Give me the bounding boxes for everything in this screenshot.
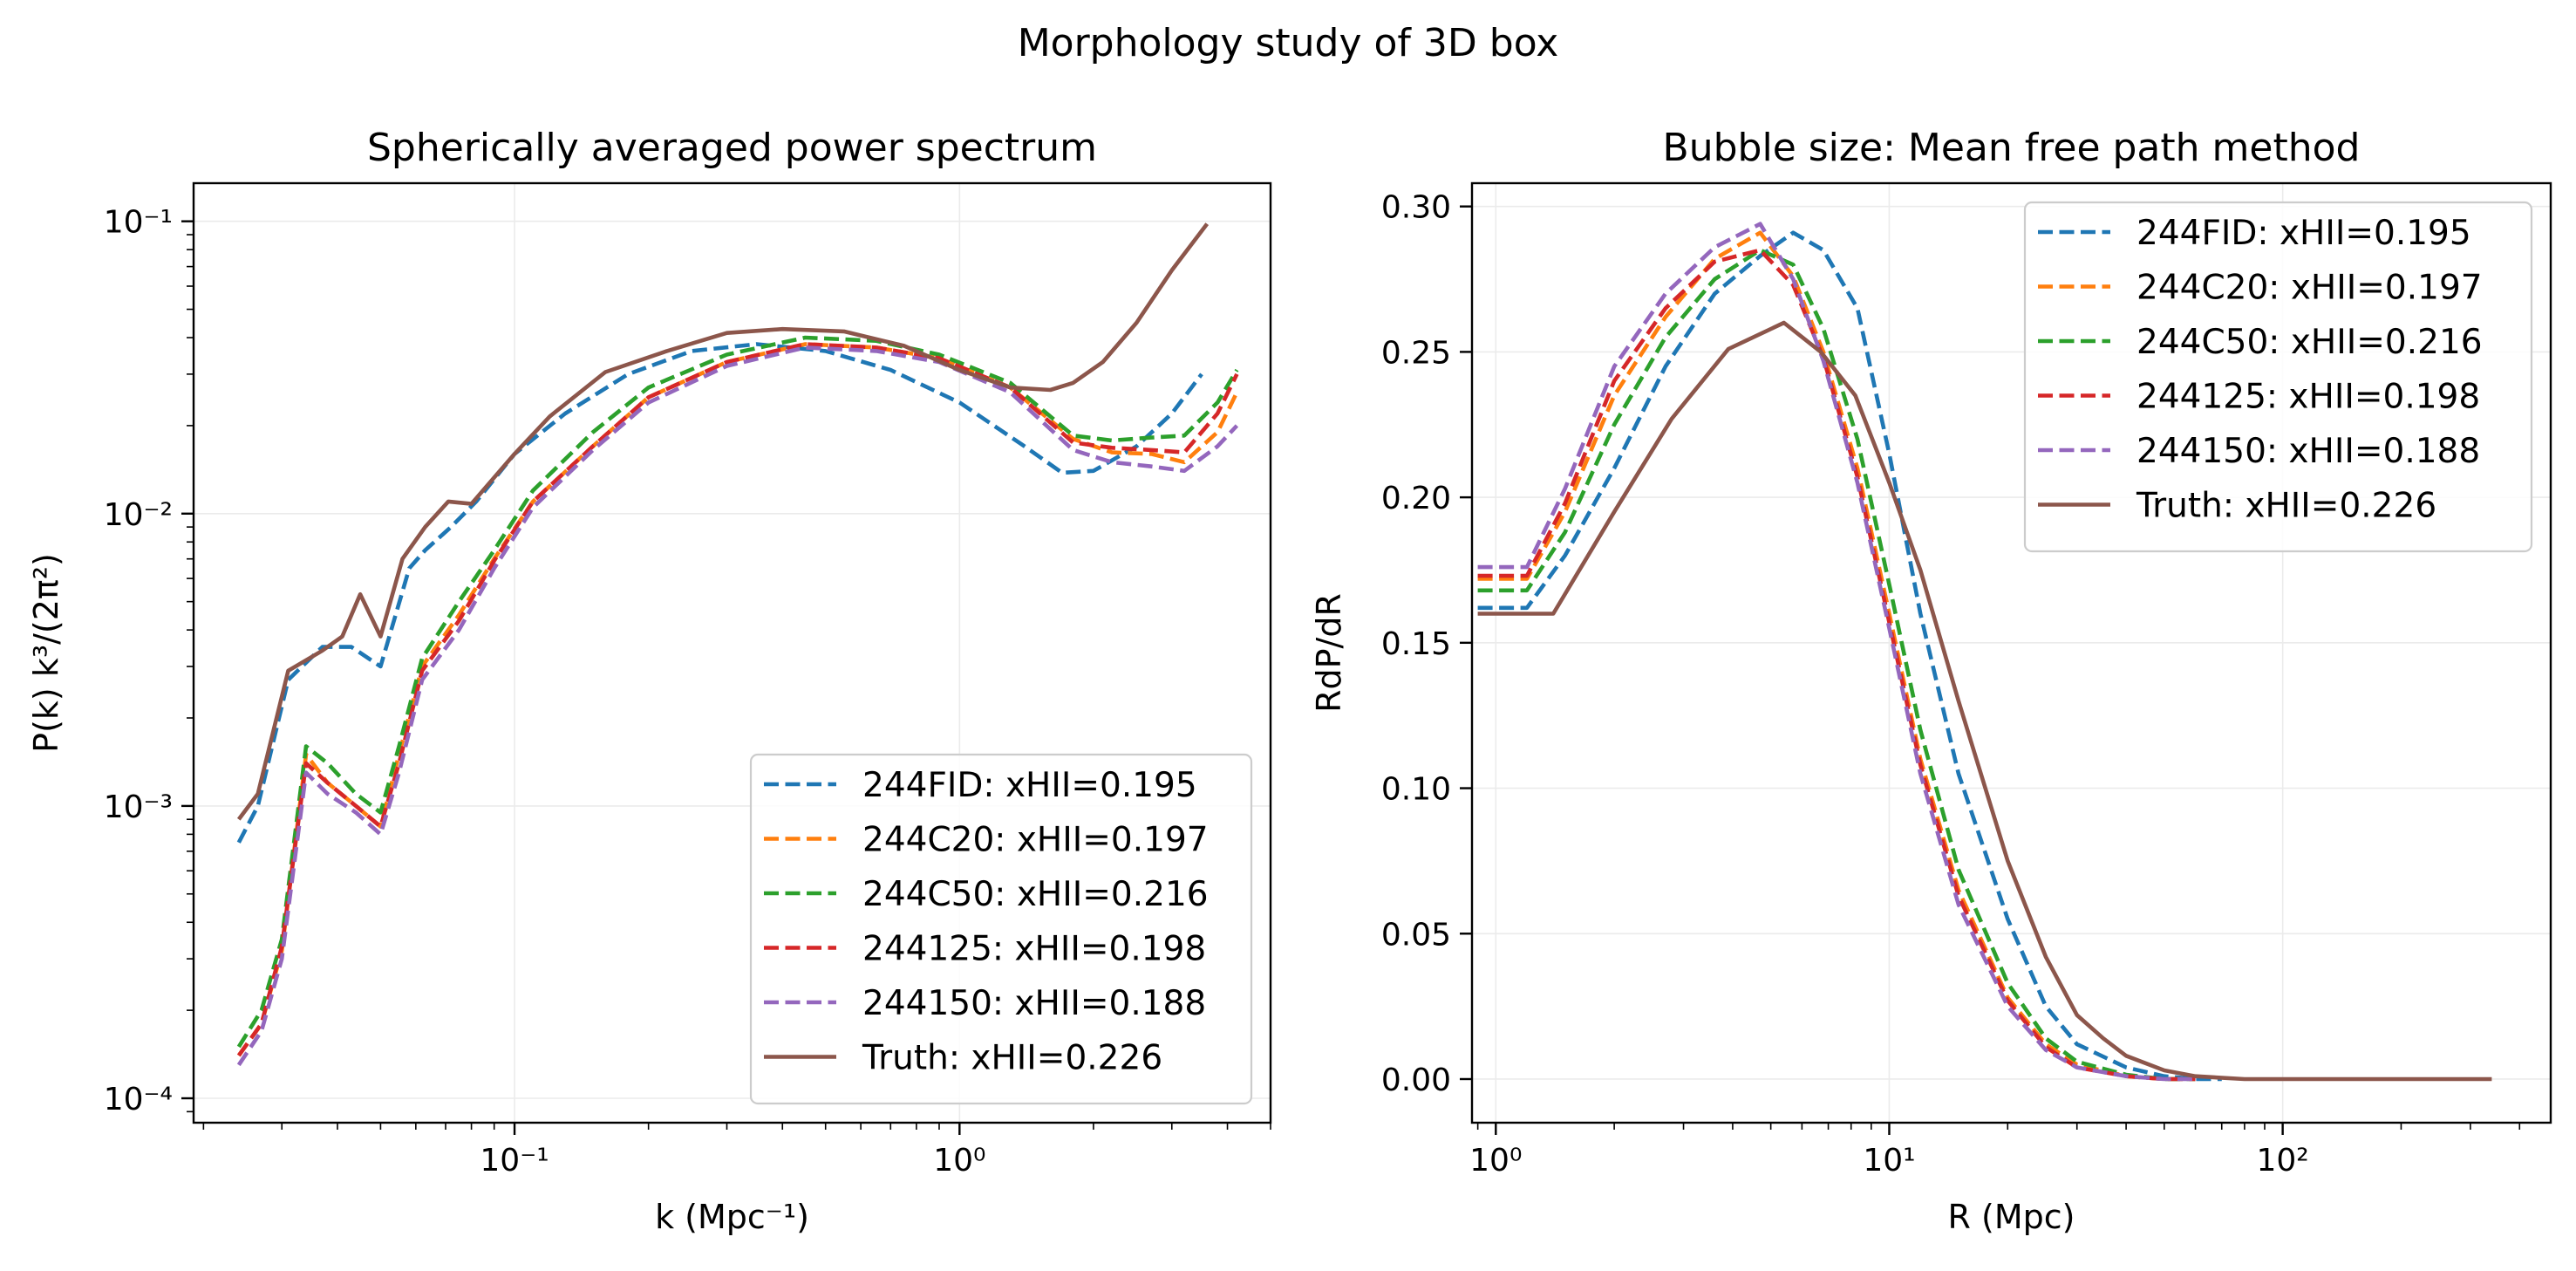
legend: 244FID: xHII=0.195 244C20: xHII=0.197 244C… [749, 753, 1253, 1105]
series-line-0 [1477, 230, 2222, 1082]
axes-frame [192, 181, 1272, 1124]
y-tick-label: 0.15 [1381, 626, 1451, 662]
legend-entry-0: 244FID: xHII=0.195 [2136, 214, 2471, 253]
series-line-4 [1477, 222, 2196, 1082]
legend-entry-1: 244C20: xHII=0.197 [862, 821, 1209, 860]
y-tick-label: 10⁻⁴ [104, 1082, 173, 1117]
y-tick-label: 0.30 [1381, 190, 1451, 226]
power-spectrum-panel: 10⁻¹ 10⁰ 10⁻⁴ 10⁻³ 10⁻² 10⁻¹ Spherically avera… [27, 126, 1272, 1236]
y-tick-label: 0.10 [1381, 772, 1451, 808]
bubble-size-panel: 10⁰ 10¹ 10² 0.00 0.05 0.10 0.15 0.20 0.25 0.30 Bub… [1310, 126, 2552, 1236]
series-line-1 [1477, 230, 2196, 1082]
legend-entry-4: 244150: xHII=0.188 [862, 984, 1206, 1023]
y-tick-label: 10⁻¹ [104, 205, 173, 241]
legend-entry-5: Truth: xHII=0.226 [2136, 487, 2436, 526]
panel-title: Bubble size: Mean free path method [1663, 126, 2361, 170]
legend-entry-0: 244FID: xHII=0.195 [862, 766, 1197, 805]
series-line-5 [1477, 320, 2492, 1082]
x-tick-label: 10⁰ [933, 1143, 985, 1179]
legend-entry-4: 244150: xHII=0.188 [2136, 432, 2480, 471]
series-group [1477, 222, 2492, 1082]
legend-frame [749, 753, 1253, 1105]
y-tick-label: 10⁻² [104, 497, 173, 533]
legend-entry-2: 244C50: xHII=0.216 [862, 875, 1209, 914]
series-line-3 [236, 342, 1239, 1057]
y-axis-label: RdP/dR [1310, 593, 1348, 713]
panel-title: Spherically averaged power spectrum [367, 126, 1097, 170]
x-tick-label: 10⁻¹ [480, 1143, 549, 1179]
y-tick-label: 0.20 [1381, 481, 1451, 516]
x-tick-label: 10⁰ [1469, 1143, 1522, 1179]
y-tick-label: 10⁻³ [104, 789, 173, 825]
gridlines [194, 183, 1271, 1123]
series-line-2 [1477, 248, 2196, 1082]
series-group [236, 222, 1239, 1067]
x-tick-label: 10² [2257, 1143, 2309, 1179]
legend-frame [2023, 201, 2533, 553]
x-axis-label: k (Mpc⁻¹) [655, 1198, 809, 1236]
legend-entry-3: 244125: xHII=0.198 [2136, 378, 2480, 417]
axes-frame [1470, 181, 2552, 1124]
series-line-0 [236, 342, 1203, 844]
x-tick-label: 10¹ [1863, 1143, 1915, 1179]
y-axis-label: P(k) k³/(2π²) [27, 553, 65, 753]
legend-entry-5: Truth: xHII=0.226 [862, 1039, 1162, 1078]
y-tick-label: 0.25 [1381, 335, 1451, 371]
series-line-4 [236, 345, 1239, 1067]
legend-entry-1: 244C20: xHII=0.197 [2136, 269, 2483, 308]
figure-title: Morphology study of 3D box [1018, 21, 1559, 65]
y-tick-label: 0.05 [1381, 917, 1451, 953]
series-line-5 [236, 222, 1210, 821]
series-line-2 [236, 335, 1239, 1049]
legend-entry-2: 244C50: xHII=0.216 [2136, 323, 2483, 362]
legend: 244FID: xHII=0.195 244C20: xHII=0.197 244C… [2023, 201, 2533, 553]
y-tick-label: 0.00 [1381, 1063, 1451, 1098]
x-axis-label: R (Mpc) [1948, 1198, 2075, 1236]
gridlines [1472, 183, 2551, 1123]
legend-entry-3: 244125: xHII=0.198 [862, 930, 1206, 969]
